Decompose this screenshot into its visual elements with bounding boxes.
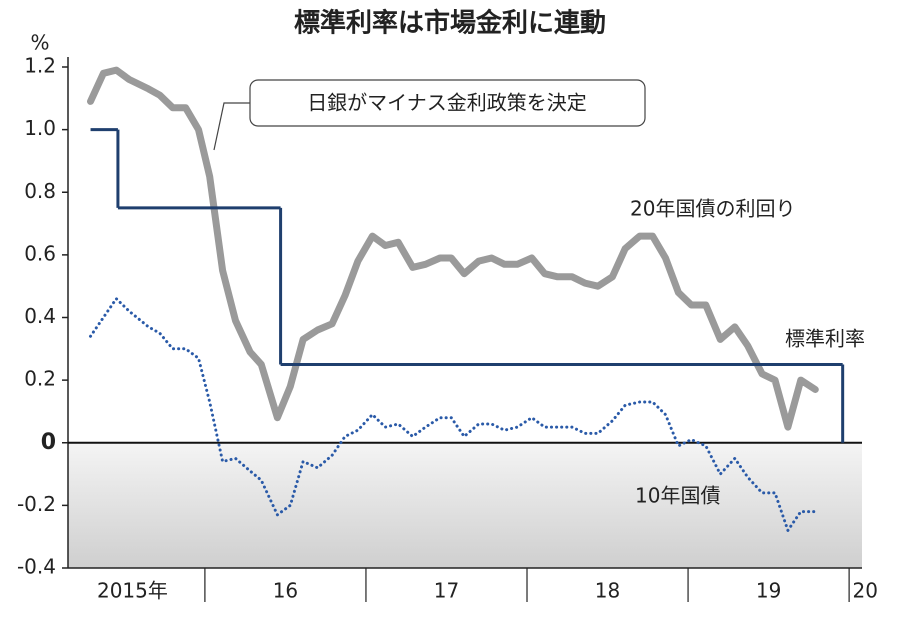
x-tick-label: 20 xyxy=(852,579,877,603)
annotation-leader xyxy=(213,102,250,151)
y-tick-label: 0 xyxy=(41,430,56,455)
x-tick-label: 18 xyxy=(595,579,620,603)
x-tick-label: 16 xyxy=(273,579,298,603)
y-tick-label: -0.2 xyxy=(17,492,56,516)
y-tick-label: 0.8 xyxy=(24,179,56,203)
y-axis-label: % xyxy=(30,31,49,55)
series-label: 標準利率 xyxy=(785,327,865,351)
annotation: 日銀がマイナス金利政策を決定 xyxy=(307,91,587,115)
series-line xyxy=(89,297,817,532)
y-tick-label: 1.2 xyxy=(24,54,56,78)
y-tick-label: -0.4 xyxy=(17,555,56,579)
y-tick-label: 0.4 xyxy=(24,304,56,328)
chart-title: 標準利率は市場金利に連動 xyxy=(294,8,606,39)
series-line xyxy=(87,66,819,431)
y-tick-label: 1.0 xyxy=(24,116,56,140)
x-tick-label: 19 xyxy=(756,579,781,603)
x-tick-label: 2015年 xyxy=(97,579,168,603)
series-label: 10年国債 xyxy=(635,484,720,508)
negative-area xyxy=(68,442,862,568)
series-label: 20年国債の利回り xyxy=(630,197,795,221)
x-tick-label: 17 xyxy=(434,579,459,603)
y-tick-label: 0.6 xyxy=(24,241,56,265)
y-tick-label: 0.2 xyxy=(24,367,56,391)
